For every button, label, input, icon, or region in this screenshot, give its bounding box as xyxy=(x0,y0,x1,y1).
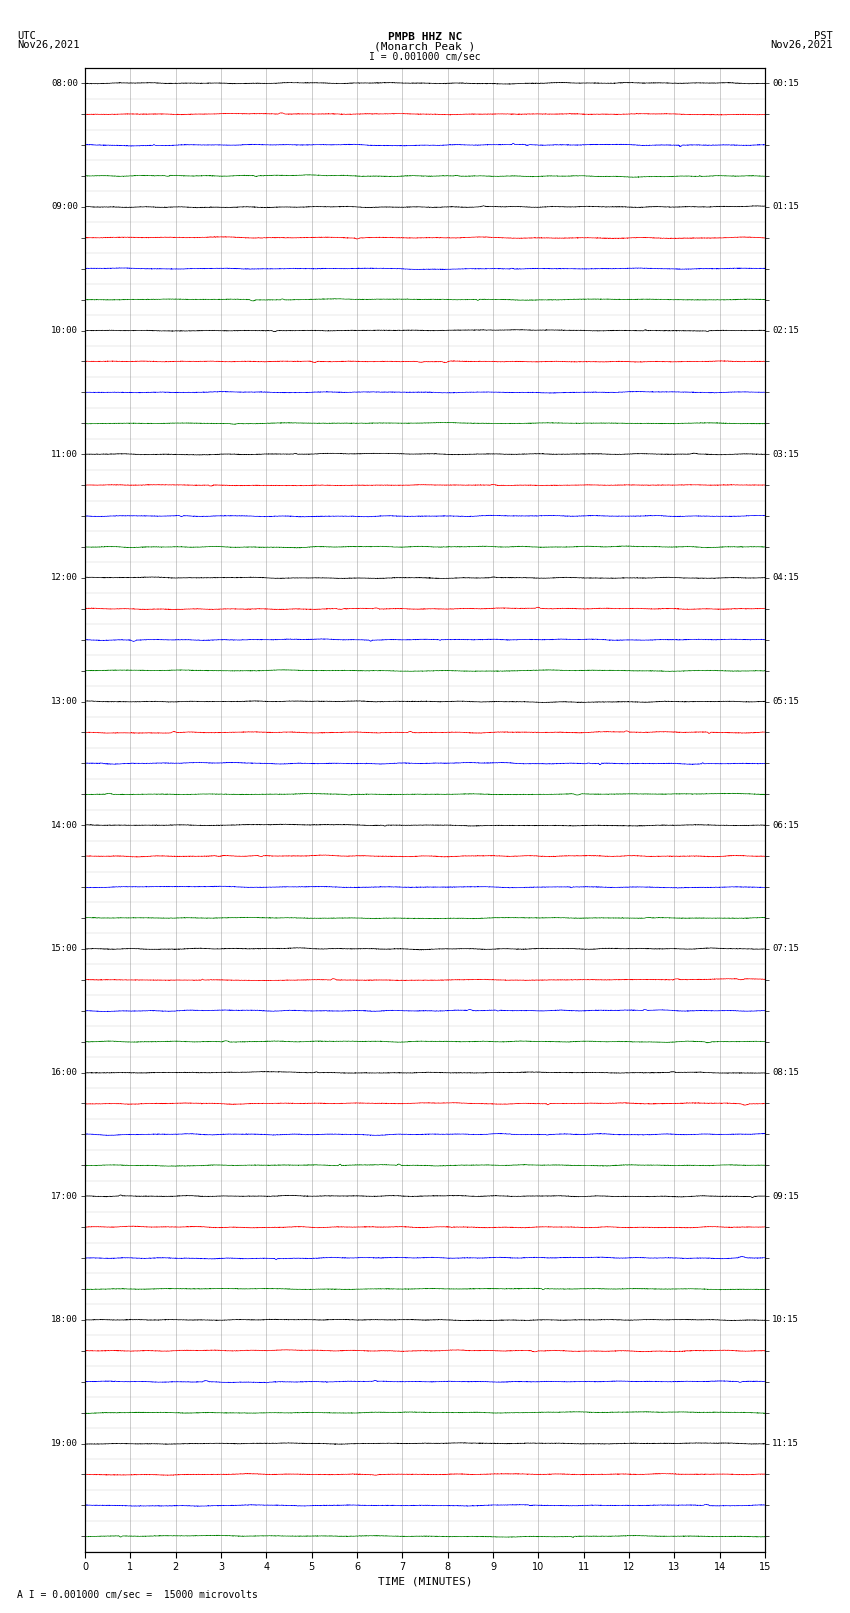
Text: PMPB HHZ NC: PMPB HHZ NC xyxy=(388,32,462,42)
Text: Nov26,2021: Nov26,2021 xyxy=(17,40,80,50)
Text: A I = 0.001000 cm/sec =  15000 microvolts: A I = 0.001000 cm/sec = 15000 microvolts xyxy=(17,1590,258,1600)
Text: I = 0.001000 cm/sec: I = 0.001000 cm/sec xyxy=(369,52,481,61)
Text: (Monarch Peak ): (Monarch Peak ) xyxy=(374,42,476,52)
Text: PST: PST xyxy=(814,31,833,40)
Text: Nov26,2021: Nov26,2021 xyxy=(770,40,833,50)
X-axis label: TIME (MINUTES): TIME (MINUTES) xyxy=(377,1576,473,1586)
Text: UTC: UTC xyxy=(17,31,36,40)
